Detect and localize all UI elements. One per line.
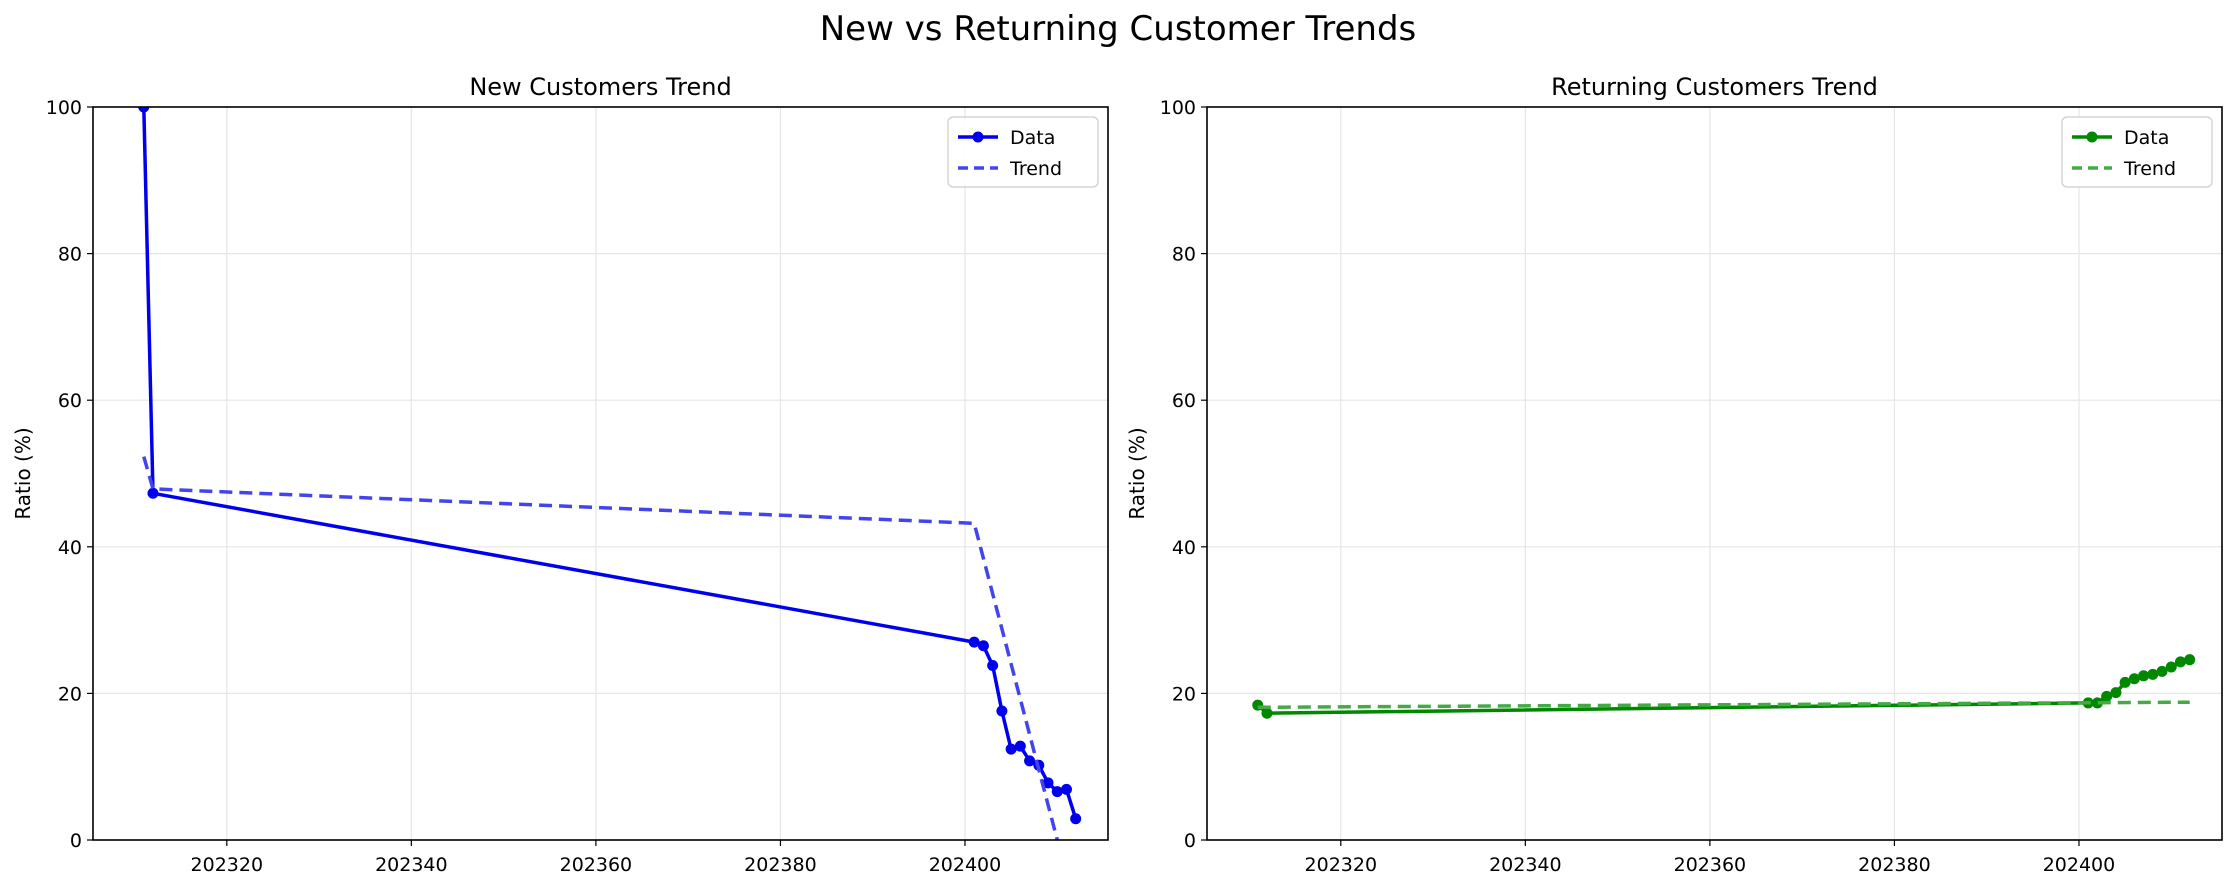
- returning-data-point-1: [1261, 707, 1273, 719]
- returning-y-tick-label-1: 20: [1172, 683, 1196, 705]
- new-x-tick-label-4: 202400: [929, 854, 1002, 876]
- returning-series-trend-line: [1257, 700, 2190, 710]
- new-series-group: [138, 107, 1082, 840]
- new-data-point-12: [1060, 783, 1072, 795]
- returning-data-point-5: [2110, 687, 2122, 699]
- returning-plot-area: [1207, 107, 2222, 840]
- returning-y-tick-label-3: 60: [1172, 390, 1196, 412]
- returning-x-tick-label-2: 202360: [1674, 854, 1747, 876]
- new-chart: 202320 202340 202360 202380 202400 0 20 40 60 80 1…: [11, 73, 1109, 876]
- returning-x-tick-label-4: 202400: [2043, 854, 2116, 876]
- new-axes-frame: [92, 106, 1109, 841]
- new-y-tick-label-4: 80: [58, 244, 82, 266]
- new-series-trend-line: [142, 456, 1059, 840]
- new-y-tick-label-0: 0: [70, 830, 82, 852]
- new-data-point-1: [147, 487, 159, 499]
- returning-legend-data-label: Data: [2124, 127, 2169, 149]
- new-x-tick-label-1: 202340: [375, 854, 448, 876]
- new-data-point-13: [1070, 813, 1082, 825]
- returning-chart-title: Returning Customers Trend: [1551, 73, 1878, 101]
- new-data-point-0: [138, 107, 150, 113]
- returning-y-tick-label-2: 40: [1172, 537, 1196, 559]
- new-data-point-10: [1042, 777, 1054, 789]
- new-y-tick-label-2: 40: [58, 537, 82, 559]
- new-x-tick-label-3: 202380: [744, 854, 817, 876]
- new-y-tick-label-1: 20: [58, 683, 82, 705]
- returning-series-group: [1252, 654, 2196, 719]
- new-y-axis-label: Ratio (%): [11, 427, 35, 519]
- returning-y-axis-label: Ratio (%): [1125, 427, 1149, 519]
- returning-legend-trend-label: Trend: [2123, 158, 2176, 180]
- new-legend-data-marker: [972, 131, 984, 143]
- returning-x-tick-label-1: 202340: [1489, 854, 1562, 876]
- returning-axes-frame: [1206, 106, 2223, 841]
- returning-data-point-3: [2091, 697, 2103, 709]
- returning-chart: 202320 202340 202360 202380 202400 0 20 40 60 80 1…: [1125, 73, 2223, 876]
- new-x-tick-label-0: 202320: [191, 854, 264, 876]
- new-legend-box: [947, 116, 1099, 188]
- returning-legend-data-marker: [2086, 131, 2098, 143]
- returning-x-tick-label-0: 202320: [1305, 854, 1378, 876]
- new-data-point-4: [987, 660, 999, 672]
- new-legend-data-label: Data: [1010, 127, 1055, 149]
- returning-legend: Data Trend: [2061, 116, 2213, 188]
- new-data-point-8: [1024, 755, 1036, 767]
- returning-data-point-13: [2184, 654, 2196, 666]
- new-plot-area: [93, 107, 1108, 840]
- returning-y-tick-label-5: 100: [1160, 97, 1196, 119]
- new-y-tick-label-5: 100: [46, 97, 82, 119]
- returning-data-point-12: [2174, 656, 2186, 668]
- new-data-point-3: [977, 640, 989, 652]
- figure-title: New vs Returning Customer Trends: [820, 9, 1417, 49]
- returning-y-tick-label-4: 80: [1172, 244, 1196, 266]
- returning-data-point-6: [2119, 676, 2131, 688]
- returning-data-point-8: [2138, 670, 2150, 682]
- new-legend-trend-label: Trend: [1009, 158, 1062, 180]
- returning-data-point-4: [2101, 690, 2113, 702]
- new-x-tick-label-2: 202360: [560, 854, 633, 876]
- new-data-point-6: [1005, 743, 1017, 755]
- new-data-point-5: [996, 705, 1008, 717]
- returning-legend-box: [2061, 116, 2213, 188]
- returning-y-tick-label-0: 0: [1184, 830, 1196, 852]
- new-data-point-11: [1051, 786, 1063, 798]
- new-chart-title: New Customers Trend: [469, 73, 731, 101]
- new-legend: Data Trend: [947, 116, 1099, 188]
- new-y-tick-label-3: 60: [58, 390, 82, 412]
- returning-data-point-9: [2147, 668, 2159, 680]
- returning-data-point-7: [2128, 673, 2140, 685]
- new-data-point-2: [968, 636, 980, 648]
- returning-x-tick-label-3: 202380: [1858, 854, 1931, 876]
- returning-data-point-11: [2165, 661, 2177, 673]
- returning-data-point-10: [2156, 665, 2168, 677]
- new-data-point-7: [1014, 740, 1026, 752]
